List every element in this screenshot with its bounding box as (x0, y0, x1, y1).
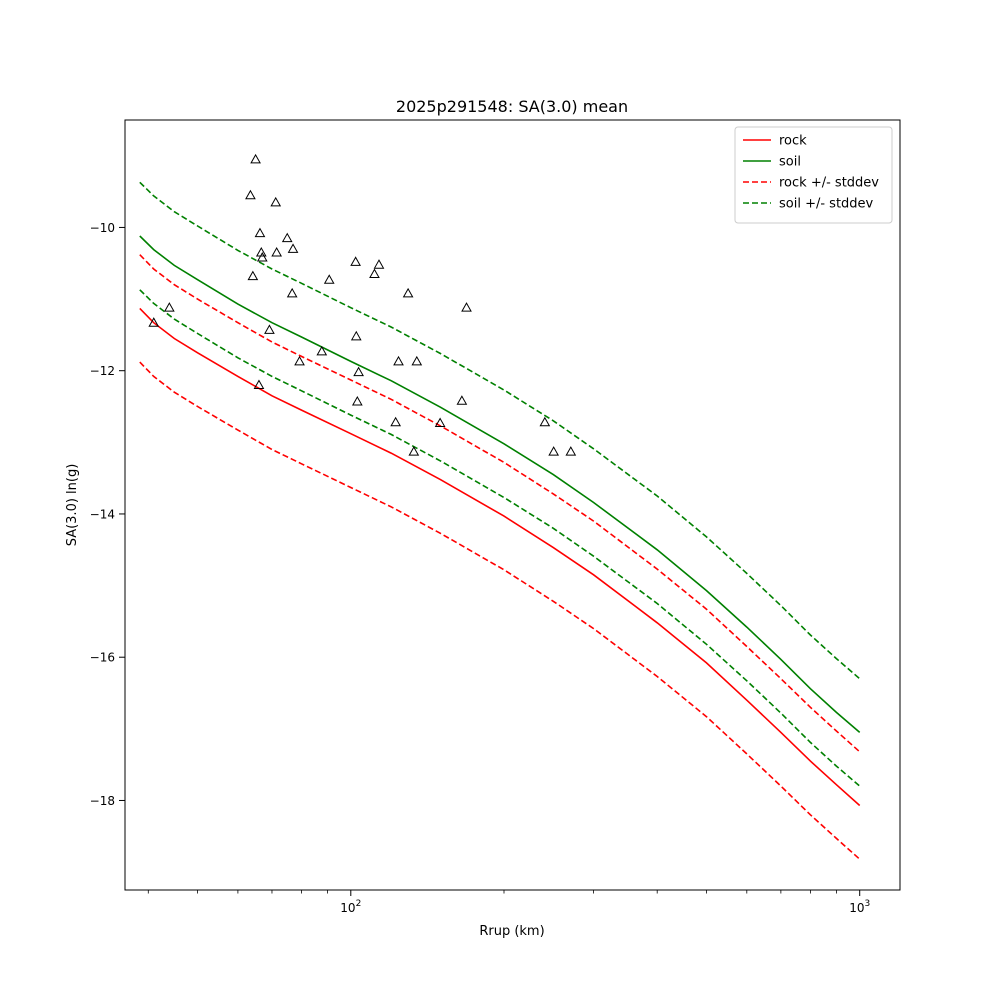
observation-marker-26 (402, 287, 414, 298)
observation-marker-19 (350, 330, 362, 341)
y-tick-label-2: −14 (90, 507, 115, 521)
observation-marker-10 (270, 196, 282, 207)
observation-marker-3 (247, 270, 259, 281)
observation-marker-34 (565, 446, 577, 456)
series-line-0 (139, 307, 861, 807)
observation-marker-29 (434, 417, 446, 427)
observation-marker-4 (250, 153, 261, 164)
legend: rock soil rock +/- stddev soil +/- stddev (734, 126, 893, 224)
observation-marker-11 (271, 246, 283, 257)
observation-marker-32 (539, 416, 551, 427)
marker-layer (148, 153, 577, 456)
observation-marker-13 (286, 287, 298, 298)
plot-frame (124, 119, 901, 891)
y-tick-label-1: −12 (90, 364, 115, 378)
series-line-4 (139, 181, 861, 680)
observation-marker-9 (264, 324, 275, 334)
observation-marker-31 (461, 302, 472, 312)
observation-marker-14 (287, 243, 299, 253)
legend-label-0: rock (779, 134, 807, 149)
observation-marker-18 (350, 256, 361, 266)
y-tick-label-4: −18 (90, 794, 115, 808)
observation-marker-21 (353, 366, 364, 377)
observation-marker-8 (256, 252, 268, 262)
legend-label-2: rock +/- stddev (779, 176, 879, 191)
y-tick-label-3: −16 (90, 651, 115, 665)
tick-layer: 102 103 −10 −12 −14 −16 −18 (90, 221, 871, 915)
observation-marker-1 (163, 302, 175, 312)
series-layer (139, 181, 861, 860)
observation-marker-16 (316, 345, 328, 356)
observation-marker-15 (294, 355, 305, 366)
observation-marker-5 (253, 379, 265, 390)
observation-marker-24 (390, 416, 402, 427)
observation-marker-6 (254, 227, 266, 238)
legend-label-3: soil +/- stddev (779, 197, 874, 212)
observation-marker-25 (393, 355, 404, 366)
observation-marker-33 (548, 446, 560, 456)
series-line-2 (139, 254, 861, 753)
y-axis-label: SA(3.0) ln(g) (65, 464, 80, 547)
observation-marker-22 (369, 268, 380, 278)
observation-marker-17 (323, 274, 335, 284)
series-line-1 (139, 235, 861, 734)
series-line-5 (139, 289, 861, 787)
x-tick-label-1: 103 (849, 899, 870, 915)
x-axis-label: Rrup (km) (479, 924, 544, 939)
observation-marker-20 (351, 395, 363, 406)
observation-marker-7 (255, 246, 267, 257)
series-line-3 (139, 361, 861, 860)
observation-marker-0 (148, 317, 160, 327)
observation-marker-30 (456, 395, 468, 405)
x-tick-label-0: 102 (340, 899, 361, 915)
observation-marker-2 (245, 189, 256, 200)
y-tick-label-0: −10 (90, 221, 115, 235)
observation-marker-23 (373, 259, 385, 269)
chart-title: 2025p291548: SA(3.0) mean (396, 97, 628, 116)
observation-marker-27 (408, 446, 420, 456)
legend-label-1: soil (779, 155, 801, 170)
observation-marker-12 (281, 232, 293, 243)
legend-box (734, 126, 893, 224)
observation-marker-28 (411, 355, 423, 366)
